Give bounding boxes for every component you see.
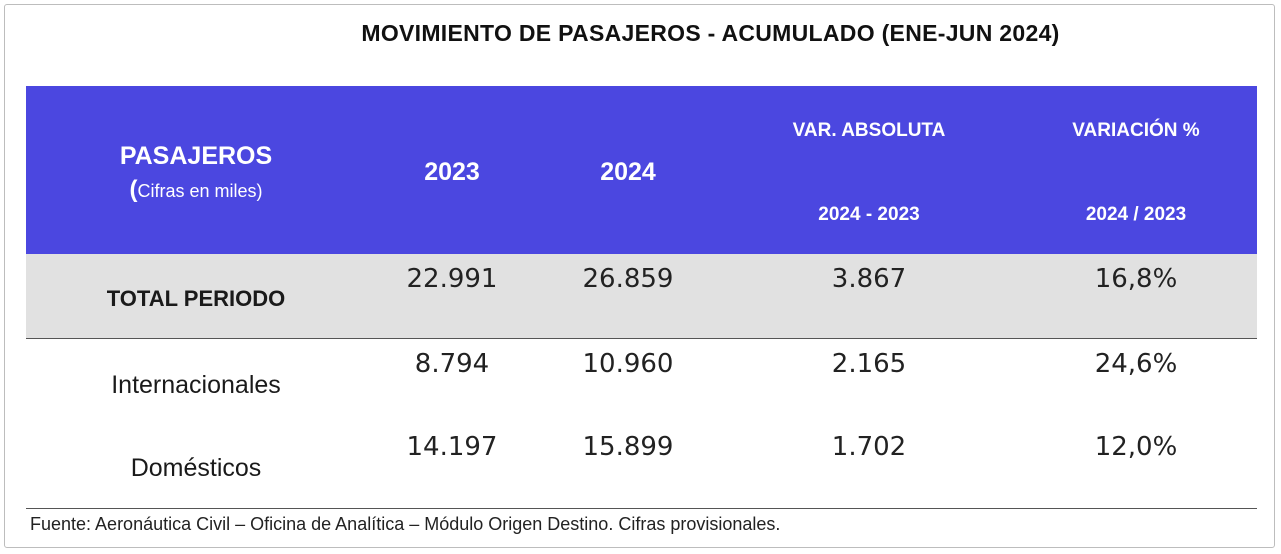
header-pasajeros: PASAJEROS bbox=[119, 142, 273, 170]
header-var-absoluta-sub: 2024 - 2023 bbox=[818, 204, 920, 225]
header-pasajeros-sub: (Cifras en miles) bbox=[66, 176, 326, 204]
header-2023: 2023 bbox=[424, 158, 480, 186]
table-title: MOVIMIENTO DE PASAJEROS - ACUMULADO (ENE… bbox=[361, 20, 1060, 46]
header-variacion-pct-sub: 2024 / 2023 bbox=[1085, 204, 1187, 225]
row-label: TOTAL PERIODO bbox=[106, 286, 286, 311]
source-note: Fuente: Aeronáutica Civil – Oficina de A… bbox=[30, 514, 781, 534]
row-label: Domésticos bbox=[130, 454, 262, 482]
table-header: PASAJEROS (Cifras en miles) 2023 2024 VA… bbox=[26, 86, 1257, 254]
cell-2024: 10.960 bbox=[582, 349, 674, 379]
header-variacion-pct: VARIACIÓN % bbox=[1072, 120, 1200, 141]
cell-2024: 26.859 bbox=[582, 264, 674, 294]
table-row-total: TOTAL PERIODO 22.991 26.859 3.867 16,8% bbox=[26, 254, 1257, 339]
cell-variacion-pct: 12,0% bbox=[1094, 432, 1178, 462]
cell-2023: 14.197 bbox=[406, 432, 498, 462]
header-pasajeros-sub-text: Cifras en miles) bbox=[137, 181, 263, 201]
table-row-internacionales: Internacionales 8.794 10.960 2.165 24,6% bbox=[26, 339, 1257, 423]
cell-2023: 8.794 bbox=[414, 349, 490, 379]
footer-divider bbox=[26, 508, 1257, 509]
header-2024: 2024 bbox=[600, 158, 656, 186]
cell-variacion-pct: 16,8% bbox=[1094, 264, 1178, 294]
table-row-domesticos: Domésticos 14.197 15.899 1.702 12,0% bbox=[26, 422, 1257, 506]
cell-var-absoluta: 3.867 bbox=[831, 264, 907, 294]
header-paren: ( bbox=[129, 176, 138, 203]
cell-var-absoluta: 2.165 bbox=[831, 349, 907, 379]
row-label: Internacionales bbox=[111, 371, 281, 399]
cell-variacion-pct: 24,6% bbox=[1094, 349, 1178, 379]
cell-var-absoluta: 1.702 bbox=[831, 432, 907, 462]
cell-2024: 15.899 bbox=[582, 432, 674, 462]
header-var-absoluta: VAR. ABSOLUTA bbox=[792, 120, 946, 141]
table-frame bbox=[4, 4, 1275, 548]
cell-2023: 22.991 bbox=[406, 264, 498, 294]
